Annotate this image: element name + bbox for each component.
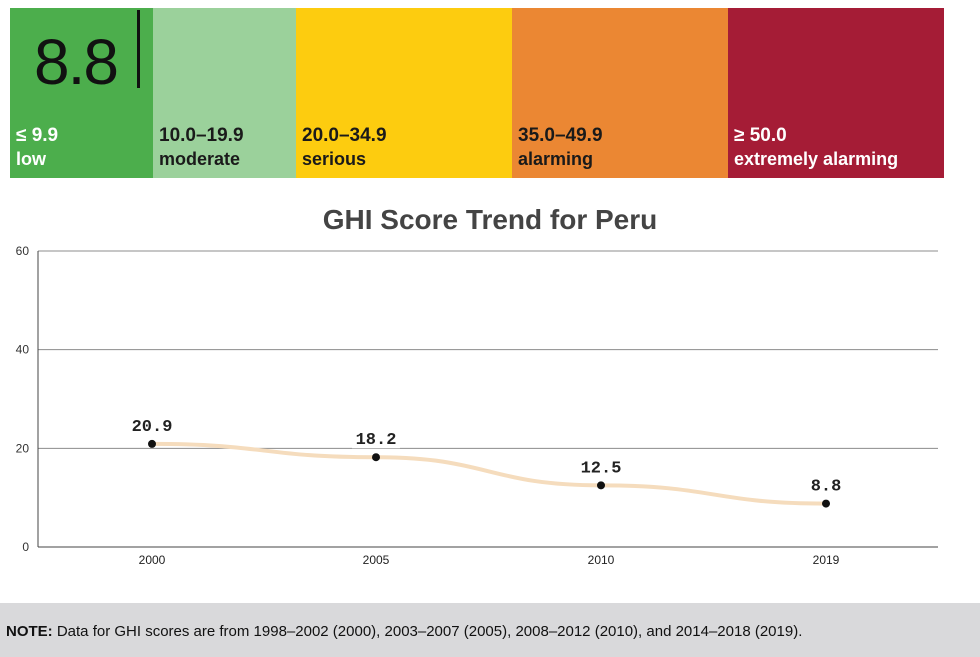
x-tick-label: 2005 [363,553,390,567]
chart-title: GHI Score Trend for Peru [322,204,658,235]
footnote-label: NOTE: [6,623,53,640]
y-tick-label: 40 [16,343,30,357]
scale-band-low: ≤ 9.9 low 8.8 [10,8,153,178]
y-tick-label: 0 [22,540,29,554]
ghi-trend-chart: 0 20 40 60 2000 2005 2010 2019 20.9 18.2 12.5 8.8 [16,244,938,567]
footnote-text: NOTE: Data for GHI scores are from 1998–… [6,623,802,640]
data-label-background [577,454,625,477]
scale-band-alarming: 35.0–49.9 alarming [512,8,728,178]
scale-band-range: 35.0–49.9 [518,125,603,146]
data-point [822,499,830,508]
scale-band-serious: 20.0–34.9 serious [296,8,512,178]
scale-band-label: moderate [159,149,241,169]
data-point [148,439,156,448]
scale-band-range: 10.0–19.9 [159,125,244,146]
scale-band-label: alarming [518,149,594,169]
data-label-background [128,412,176,435]
scale-band-moderate: 10.0–19.9 moderate [153,8,296,178]
x-tick-label: 2000 [139,553,166,567]
footnote: NOTE: Data for GHI scores are from 1998–… [0,603,980,657]
scale-band-range: 20.0–34.9 [302,125,387,146]
footnote-body: Data for GHI scores are from 1998–2002 (… [52,623,803,640]
data-point [372,453,380,462]
x-tick-label: 2019 [813,553,840,567]
data-label: 18.2 [356,431,397,450]
current-score: 8.8 [34,26,119,98]
data-label: 8.8 [811,478,842,497]
score-marker [137,10,140,88]
ghi-severity-scale: ≤ 9.9 low 8.8 10.0–19.9 moderate 20.0–34.9 ser… [10,8,944,178]
data-point [597,481,605,490]
scale-band-label: low [16,149,46,169]
y-tick-label: 60 [16,244,30,258]
data-label-background [352,426,400,449]
scale-band-range: ≥ 50.0 [734,125,787,146]
scale-band-label: extremely alarming [734,149,899,169]
x-tick-label: 2010 [588,553,615,567]
data-label: 20.9 [132,418,173,437]
y-tick-label: 20 [16,441,30,455]
scale-band-label: serious [302,149,367,169]
data-label: 12.5 [581,459,622,478]
data-label-background [802,472,850,495]
series-line [150,441,828,506]
scale-band-extremely-alarming: ≥ 50.0 extremely alarming [728,8,944,178]
scale-band-range: ≤ 9.9 [16,125,59,146]
